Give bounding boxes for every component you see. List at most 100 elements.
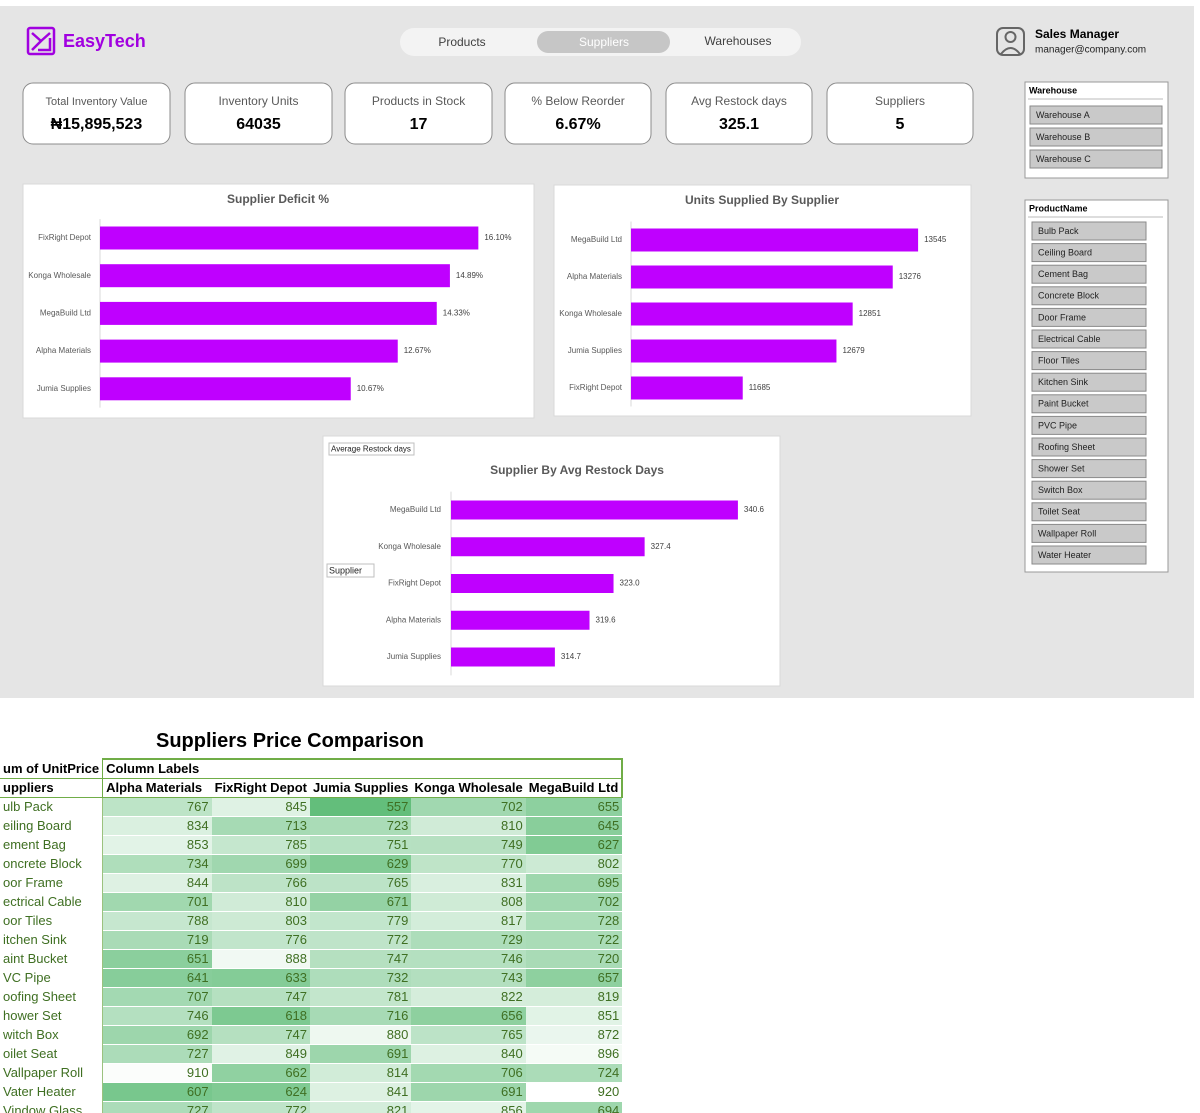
nav-tab[interactable]: Warehouses <box>705 34 772 48</box>
bar <box>631 265 893 289</box>
category-label: Konga Wholesale <box>559 309 622 318</box>
price-cell: 694 <box>525 1101 623 1113</box>
price-cell: 641 <box>102 968 212 988</box>
slicer-item[interactable] <box>1031 243 1147 263</box>
slicer-item[interactable] <box>1031 415 1147 435</box>
slicer-item-label[interactable]: Water Heater <box>1038 550 1091 560</box>
slicer-item-label[interactable]: Cement Bag <box>1038 269 1088 279</box>
logo-icon <box>26 26 56 56</box>
data-label: 11685 <box>749 383 771 392</box>
slicer-item-label[interactable]: Warehouse C <box>1036 154 1091 164</box>
data-row: aint Bucket 651 888 747 746 720 <box>0 949 623 969</box>
price-cell: 849 <box>211 1044 311 1064</box>
price-cell: 702 <box>411 797 526 817</box>
field-button-label[interactable]: Supplier <box>329 565 362 575</box>
slicer-item[interactable] <box>1031 523 1147 543</box>
price-cell: 629 <box>310 854 412 874</box>
kpi-label: Total Inventory Value <box>46 96 148 108</box>
row-label: oilet Seat <box>0 1044 104 1064</box>
category-label: MegaBuild Ltd <box>390 505 441 514</box>
row-label: oncrete Block <box>0 854 104 874</box>
category-label: Alpha Materials <box>386 615 441 624</box>
slicer-item-label[interactable]: Warehouse B <box>1036 132 1090 142</box>
slicer-item-label[interactable]: Door Frame <box>1038 312 1086 322</box>
chart-title: Supplier Deficit % <box>227 192 329 206</box>
column-label: Jumia Supplies <box>310 778 412 798</box>
slicer-item-label[interactable]: Paint Bucket <box>1038 399 1089 409</box>
price-cell: 746 <box>411 949 526 969</box>
price-cell: 713 <box>211 816 311 836</box>
slicer-item-label[interactable]: Floor Tiles <box>1038 355 1080 365</box>
slicer-item-label[interactable]: Bulb Pack <box>1038 226 1079 236</box>
slicer-item[interactable] <box>1031 307 1147 327</box>
slicer-item[interactable] <box>1031 459 1147 479</box>
data-row: oor Frame 844 766 765 831 695 <box>0 873 623 893</box>
chart-frame <box>322 435 781 687</box>
price-cell: 732 <box>310 968 412 988</box>
column-label: Alpha Materials <box>102 778 212 798</box>
slicer-item[interactable] <box>1029 149 1163 169</box>
kpi-card <box>504 82 652 145</box>
slicer-item-label[interactable]: Kitchen Sink <box>1038 377 1089 387</box>
price-cell: 699 <box>211 854 311 874</box>
price-cell: 845 <box>211 797 311 817</box>
data-row: witch Box 692 747 880 765 872 <box>0 1025 623 1045</box>
chart-title: Supplier By Avg Restock Days <box>490 463 664 477</box>
price-cell: 779 <box>310 911 412 931</box>
data-label: 12.67% <box>404 346 431 355</box>
slicer-item[interactable] <box>1031 480 1147 500</box>
slicer-title: ProductName <box>1029 203 1088 213</box>
slicer-item[interactable] <box>1031 264 1147 284</box>
slicer-item-label[interactable]: Toilet Seat <box>1038 507 1081 517</box>
nav-tab[interactable]: Suppliers <box>579 35 629 49</box>
column-label: FixRight Depot <box>211 778 311 798</box>
slicer-item[interactable] <box>1029 105 1163 125</box>
bar <box>631 302 853 326</box>
data-row: hower Set 746 618 716 656 851 <box>0 1006 623 1026</box>
slicer-item-label[interactable]: Switch Box <box>1038 485 1083 495</box>
slicer-item-label[interactable]: Roofing Sheet <box>1038 442 1096 452</box>
kpi-value: 17 <box>410 116 428 133</box>
row-label: itchen Sink <box>0 930 104 950</box>
price-cell: 695 <box>525 873 623 893</box>
slicer-item-label[interactable]: PVC Pipe <box>1038 420 1077 430</box>
price-cell: 701 <box>102 892 212 912</box>
field-button-label[interactable]: Average Restock days <box>331 445 411 454</box>
kpi-card <box>665 82 813 145</box>
kpi-value: 6.67% <box>555 116 600 133</box>
slicer-item[interactable] <box>1031 545 1147 565</box>
slicer-item[interactable] <box>1031 329 1147 349</box>
field-button[interactable] <box>328 442 415 456</box>
slicer-item-label[interactable]: Ceiling Board <box>1038 247 1092 257</box>
row-label: oofing Sheet <box>0 987 104 1007</box>
slicer-item[interactable] <box>1031 221 1147 241</box>
slicer-item[interactable] <box>1031 286 1147 306</box>
slicer-item[interactable] <box>1031 394 1147 414</box>
slicer-item[interactable] <box>1031 437 1147 457</box>
kpi-label: Products in Stock <box>372 94 466 108</box>
field-button[interactable] <box>326 563 375 578</box>
price-cell: 747 <box>310 949 412 969</box>
price-cell: 920 <box>525 1082 623 1102</box>
table-title: Suppliers Price Comparison <box>156 730 424 752</box>
category-label: Konga Wholesale <box>28 271 91 280</box>
slicer-item-label[interactable]: Electrical Cable <box>1038 334 1101 344</box>
slicer-item-label[interactable]: Concrete Block <box>1038 291 1100 301</box>
price-cell: 767 <box>102 797 212 817</box>
user-email: manager@company.com <box>1035 45 1146 56</box>
price-cell: 840 <box>411 1044 526 1064</box>
slicer-item-label[interactable]: Shower Set <box>1038 463 1085 473</box>
nav-tab[interactable]: Products <box>438 35 485 49</box>
slicer-item[interactable] <box>1031 372 1147 392</box>
bar <box>451 500 738 520</box>
slicer-item-label[interactable]: Wallpaper Roll <box>1038 528 1096 538</box>
slicer-item[interactable] <box>1031 502 1147 522</box>
slicer-item[interactable] <box>1031 351 1147 371</box>
price-cell: 856 <box>411 1101 526 1113</box>
price-cell: 724 <box>525 1063 623 1083</box>
slicer-item[interactable] <box>1029 127 1163 147</box>
slicer-item-label[interactable]: Warehouse A <box>1036 110 1090 120</box>
category-label: FixRight Depot <box>38 233 92 242</box>
data-label: 13276 <box>899 272 922 281</box>
category-label: Jumia Supplies <box>37 384 91 393</box>
